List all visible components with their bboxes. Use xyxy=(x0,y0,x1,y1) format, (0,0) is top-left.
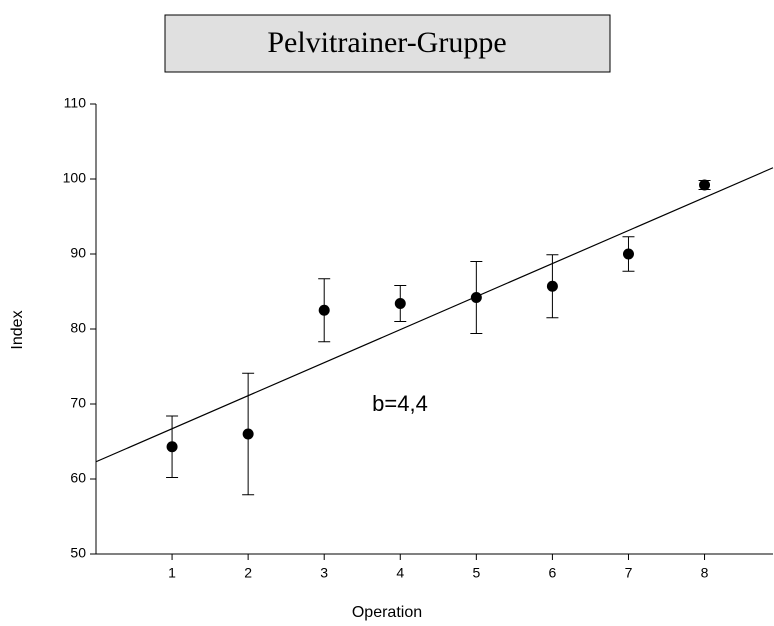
data-point xyxy=(470,292,482,303)
y-axis-label: Index xyxy=(9,310,26,349)
x-tick-label: 7 xyxy=(625,565,633,581)
x-tick-label: 5 xyxy=(472,565,480,581)
x-tick-label: 1 xyxy=(168,565,176,581)
data-point xyxy=(166,441,178,453)
x-tick-label: 8 xyxy=(701,565,709,581)
y-tick-label: 80 xyxy=(70,320,86,336)
data-point xyxy=(622,248,634,260)
annotation: b=4,4 xyxy=(372,391,428,416)
data-point xyxy=(394,298,406,309)
regression-line xyxy=(95,167,774,463)
y-tick-label: 100 xyxy=(63,170,87,186)
title-box xyxy=(164,14,611,73)
data-point xyxy=(546,280,558,292)
y-tick-label: 50 xyxy=(70,545,86,561)
y-tick-label: 90 xyxy=(70,245,86,261)
chart-title: Pelvitrainer-Gruppe xyxy=(267,26,506,59)
x-tick-label: 4 xyxy=(396,565,404,581)
y-tick-label: 60 xyxy=(70,470,86,486)
x-tick-label: 2 xyxy=(244,565,252,581)
x-tick-label: 6 xyxy=(549,565,557,581)
y-tick-label: 70 xyxy=(70,395,86,411)
y-tick-label: 110 xyxy=(64,95,87,111)
data-point xyxy=(318,304,330,316)
x-axis-label: Operation xyxy=(352,604,422,621)
data-point xyxy=(699,179,711,191)
x-tick-label: 3 xyxy=(320,565,328,581)
data-point xyxy=(242,428,254,440)
